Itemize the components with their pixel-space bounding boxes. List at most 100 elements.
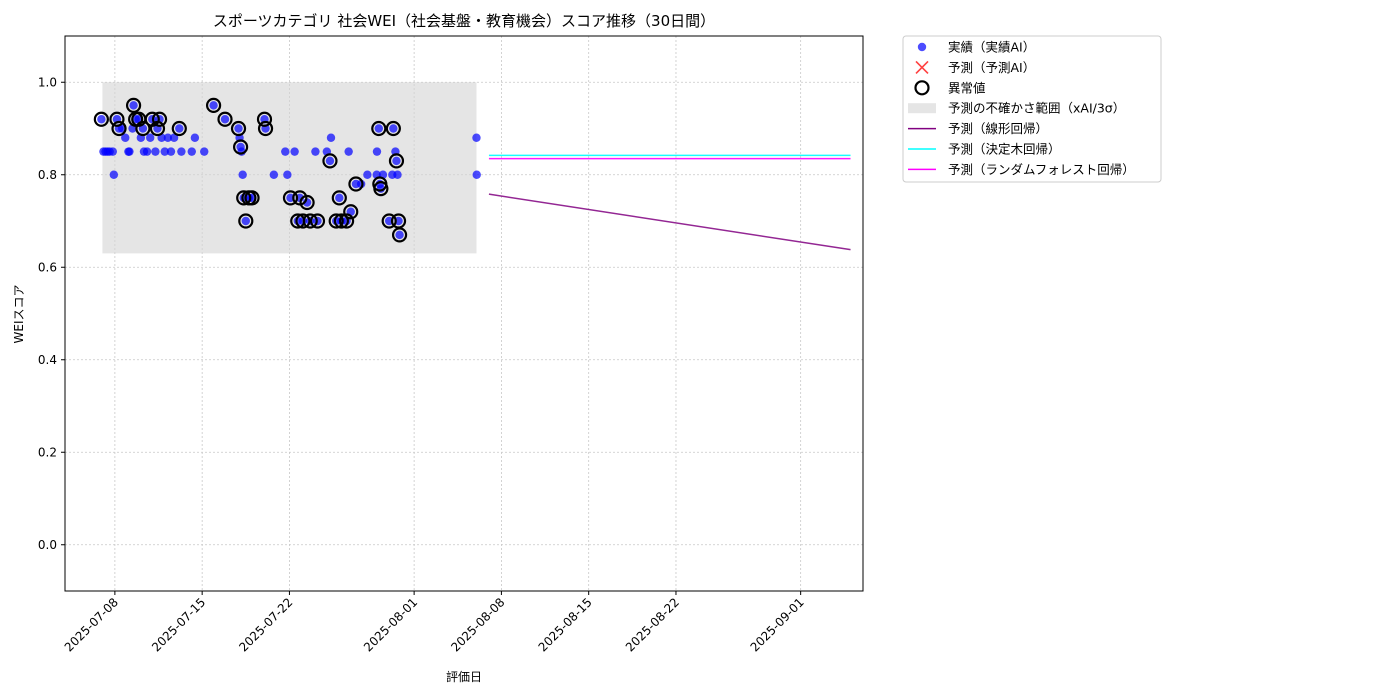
actual-point [283, 170, 292, 179]
actual-point [472, 170, 481, 179]
actual-point [109, 170, 119, 179]
actual-point [344, 147, 353, 156]
x-axis-label: 評価日 [446, 669, 482, 684]
x-tick-label: 2025-08-15 [536, 595, 595, 654]
x-tick-label: 2025-08-01 [361, 595, 420, 654]
actual-point [121, 133, 130, 142]
actual-point [97, 115, 106, 124]
actual-point [177, 147, 186, 156]
actual-point [269, 170, 279, 179]
anomaly-marker [111, 120, 127, 137]
x-tick-label: 2025-07-22 [236, 595, 295, 654]
legend-label: 異常値 [948, 80, 986, 95]
actual-point [166, 147, 176, 156]
linear-regression-line [488, 193, 851, 251]
actual-point [187, 147, 196, 156]
actual-point [129, 101, 138, 110]
anomaly-marker [381, 213, 397, 229]
legend-label: 予測（ランダムフォレスト回帰） [948, 162, 1135, 177]
anomaly-marker [322, 153, 338, 169]
actual-point [190, 133, 200, 142]
anomaly-marker [302, 213, 318, 229]
legend-predicted-swatch [915, 60, 929, 74]
anomaly-marker [385, 120, 401, 137]
actual-point [151, 147, 160, 156]
actual-point [393, 170, 402, 179]
anomaly-marker [338, 213, 355, 229]
anomaly-marker [257, 120, 274, 137]
anomaly-marker [299, 194, 315, 211]
actual-point [374, 124, 383, 133]
actual-point [234, 124, 243, 133]
actual-point [311, 147, 320, 156]
anomaly-marker [125, 97, 142, 113]
anomaly-marker [236, 190, 252, 206]
actual-point [125, 147, 134, 156]
actual-point [163, 133, 173, 142]
actual-point [220, 115, 230, 124]
anomaly-marker [282, 190, 299, 206]
actual-point [241, 216, 250, 226]
actual-point [108, 147, 117, 156]
anomaly-marker [256, 111, 273, 127]
anomaly-marker [348, 176, 364, 192]
legend-label: 予測（予測AI） [948, 60, 1035, 75]
plot-area: 0.0 0.2 0.4 0.6 0.8 1.0 2025-07-08 2025-07-15 20… [38, 35, 864, 654]
actual-point [238, 170, 247, 179]
actual-point [363, 170, 372, 179]
anomaly-marker [244, 190, 260, 206]
actual-point [175, 124, 184, 133]
y-axis-label: WEIスコア [12, 285, 26, 344]
actual-point [290, 147, 299, 156]
anomaly-marker [135, 120, 151, 137]
x-tick-label: 2025-09-01 [748, 595, 807, 654]
anomaly-marker [333, 213, 349, 229]
anomaly-marker [391, 227, 408, 243]
anomaly-marker [230, 120, 247, 137]
anomaly-marker [309, 213, 326, 229]
x-tick-label: 2025-08-08 [448, 595, 507, 654]
anomaly-marker [93, 111, 109, 127]
y-tick-label: 1.0 [38, 75, 57, 89]
anomaly-marker [238, 213, 254, 229]
actual-point [325, 156, 335, 166]
actual-point [395, 230, 404, 240]
anomaly-marker [371, 120, 387, 137]
actual-point [146, 133, 155, 142]
legend-label: 予測の不確かさ範囲（xAI/3σ） [948, 101, 1125, 116]
anomaly-marker [233, 139, 249, 155]
legend-label: 予測（決定木回帰） [948, 142, 1061, 157]
plot-frame [64, 35, 864, 592]
y-tick-label: 0.4 [38, 353, 57, 367]
y-tick-label: 0.2 [38, 445, 57, 459]
anomaly-marker [388, 153, 405, 169]
anomaly-marker [149, 120, 166, 137]
anomaly-marker [328, 213, 344, 229]
actual-point [472, 133, 481, 142]
actual-point [142, 147, 152, 156]
anomaly-marker [205, 97, 222, 113]
anomaly-marker [373, 181, 389, 197]
x-tick-label: 2025-07-08 [62, 595, 121, 654]
actual-point [209, 101, 218, 110]
anomaly-marker [295, 213, 311, 229]
anomaly-marker [331, 190, 347, 206]
chart-title: スポーツカテゴリ 社会WEI（社会基盤・教育機会）スコア推移（30日間） [213, 12, 715, 30]
legend-label: 予測（線形回帰） [948, 121, 1048, 136]
x-tick-label: 2025-07-15 [149, 595, 208, 654]
actual-point [281, 147, 290, 156]
actual-point [372, 147, 382, 156]
y-tick-label: 0.6 [38, 260, 57, 274]
actual-point [392, 156, 401, 166]
y-tick-label: 0.8 [38, 168, 57, 182]
legend-box [902, 35, 1162, 183]
legend-anomaly-swatch [914, 80, 930, 96]
x-tick-label: 2025-08-22 [623, 595, 682, 654]
actual-point [335, 193, 344, 203]
anomaly-marker [109, 111, 125, 127]
anomaly-marker [343, 204, 359, 220]
actual-point [200, 147, 209, 156]
actual-point [326, 133, 336, 142]
